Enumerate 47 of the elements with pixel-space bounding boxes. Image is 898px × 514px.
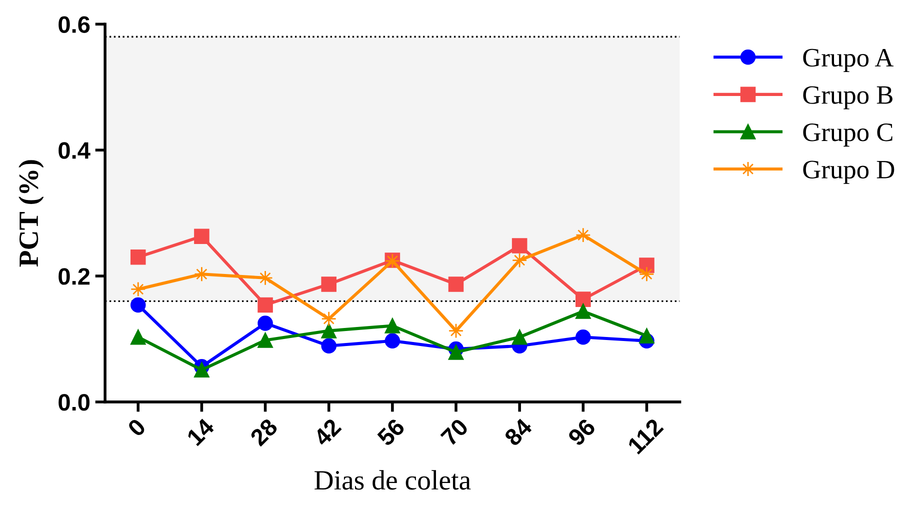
point <box>384 333 400 349</box>
point <box>194 362 210 378</box>
x-tick-label: 84 <box>503 417 534 447</box>
point <box>258 270 273 286</box>
legend-label: Grupo C <box>803 123 892 147</box>
x-axis-title: Dias de coleta <box>314 470 471 490</box>
x-tick-label: 28 <box>249 417 279 447</box>
point <box>576 227 591 243</box>
point <box>321 311 336 326</box>
point <box>576 292 591 307</box>
point <box>194 266 210 282</box>
y-tick-label: 0.0 <box>58 394 90 411</box>
point <box>194 228 210 244</box>
point <box>130 249 146 265</box>
x-tick-label: 0 <box>126 418 147 438</box>
point <box>512 238 528 254</box>
point <box>448 344 464 360</box>
point <box>321 338 336 354</box>
point <box>321 323 336 338</box>
y-tick-label: 0.4 <box>58 142 90 159</box>
x-tick-label: 14 <box>186 417 216 446</box>
point <box>258 297 273 313</box>
point <box>321 276 336 292</box>
point <box>576 304 591 319</box>
point <box>639 266 654 282</box>
point <box>576 329 591 345</box>
point <box>130 297 146 313</box>
point <box>448 276 464 292</box>
x-tick-label: 56 <box>376 418 406 447</box>
y-tick-label: 0.6 <box>58 16 90 33</box>
point <box>512 329 528 345</box>
legend-label: Grupo A <box>803 48 894 72</box>
point <box>258 316 273 331</box>
point <box>639 328 654 344</box>
point <box>130 329 146 345</box>
point <box>384 318 400 334</box>
legend-label: Grupo D <box>803 160 894 184</box>
point <box>130 282 146 297</box>
point <box>512 252 528 268</box>
y-axis-title: PCT (%) <box>18 160 44 267</box>
point <box>258 332 273 348</box>
legend-label: Grupo B <box>803 86 892 110</box>
x-tick-label: 70 <box>440 418 470 447</box>
x-tick-label: 96 <box>567 418 596 447</box>
x-tick-label: 42 <box>312 418 342 447</box>
y-tick-label: 0.2 <box>58 268 90 285</box>
x-tick-label: 112 <box>626 418 664 455</box>
